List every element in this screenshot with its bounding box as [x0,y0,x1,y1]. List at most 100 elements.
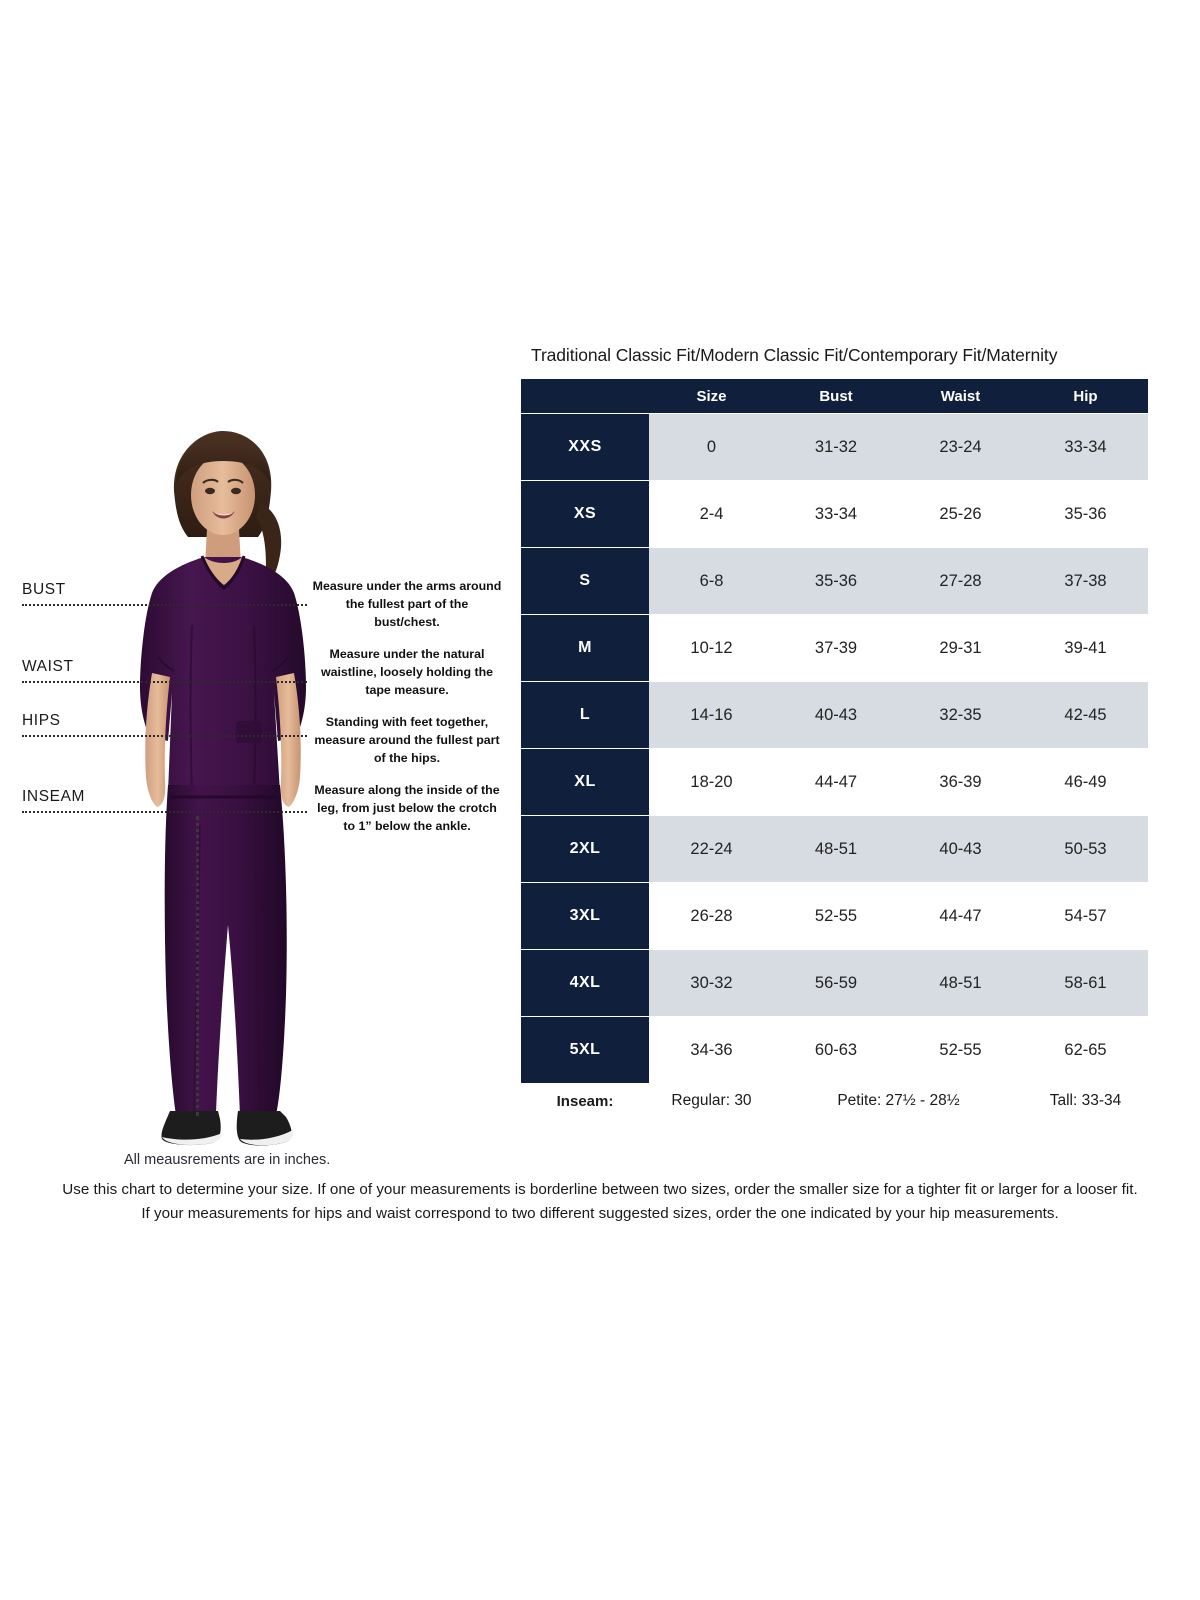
inseam-row: Inseam: Regular: 30 Petite: 27½ - 28½ Ta… [521,1092,1148,1110]
cell-hip: 35-36 [1023,481,1148,547]
cell-waist: 36-39 [898,749,1023,815]
instruction-waist: Measure under the natural waistline, loo… [320,647,494,697]
row-label: S [521,548,649,614]
footer-line-1: Use this chart to determine your size. I… [62,1181,1138,1198]
rule-waist [22,681,307,683]
table-head: Size Bust Waist Hip [521,379,1148,413]
table-row: 4XL 30-32 56-59 48-51 58-61 [521,950,1148,1016]
cell-waist: 29-31 [898,615,1023,681]
inseam-tall: Tall: 33-34 [1049,1092,1122,1109]
cell-hip: 50-53 [1023,816,1148,882]
cell-bust: 37-39 [774,615,898,681]
table-row: L 14-16 40-43 32-35 42-45 [521,682,1148,748]
rule-hips [22,735,307,737]
instruction-bust: Measure under the arms around the fulles… [312,579,502,629]
column-header-hip: Hip [1023,379,1148,413]
cell-waist: 32-35 [898,682,1023,748]
cell-size: 0 [649,414,774,480]
table-row: M 10-12 37-39 29-31 39-41 [521,615,1148,681]
row-label: 3XL [521,883,649,949]
row-label: 5XL [521,1017,649,1083]
label-hips: HIPS [22,712,61,729]
label-waist: WAIST [22,658,74,675]
cell-waist: 52-55 [898,1017,1023,1083]
measurement-units-note: All meausrements are in inches. [124,1152,331,1168]
row-label: 2XL [521,816,649,882]
footer-instructions: Use this chart to determine your size. I… [0,1178,1200,1225]
model-figure [140,431,306,1146]
cell-waist: 25-26 [898,481,1023,547]
cell-size: 10-12 [649,615,774,681]
cell-hip: 39-41 [1023,615,1148,681]
cell-hip: 62-65 [1023,1017,1148,1083]
cell-waist: 48-51 [898,950,1023,1016]
cell-bust: 56-59 [774,950,898,1016]
instruction-inseam: Measure along the inside of the leg, fro… [314,783,500,833]
inseam-petite: Petite: 27½ - 28½ [837,1092,960,1109]
column-header-bust: Bust [774,379,898,413]
cell-size: 2-4 [649,481,774,547]
cell-hip: 46-49 [1023,749,1148,815]
cell-bust: 33-34 [774,481,898,547]
cell-bust: 52-55 [774,883,898,949]
cell-size: 18-20 [649,749,774,815]
cell-size: 30-32 [649,950,774,1016]
cell-bust: 48-51 [774,816,898,882]
table-row: 3XL 26-28 52-55 44-47 54-57 [521,883,1148,949]
label-inseam: INSEAM [22,788,86,805]
size-chart-section: Traditional Classic Fit/Modern Classic F… [521,345,1148,1110]
row-label: XL [521,749,649,815]
model-face [176,439,270,535]
table-row: XXS 0 31-32 23-24 33-34 [521,414,1148,480]
column-header-size: Size [649,379,774,413]
instruction-hips: Standing with feet together, measure aro… [314,715,500,765]
cell-hip: 58-61 [1023,950,1148,1016]
cell-bust: 60-63 [774,1017,898,1083]
cell-size: 26-28 [649,883,774,949]
inseam-label: Inseam: [556,1092,614,1110]
cell-bust: 44-47 [774,749,898,815]
table-row: S 6-8 35-36 27-28 37-38 [521,548,1148,614]
cell-size: 14-16 [649,682,774,748]
column-header-blank [521,379,649,413]
size-table: Size Bust Waist Hip XXS 0 31-32 23-24 33… [521,378,1148,1084]
table-title: Traditional Classic Fit/Modern Classic F… [531,345,1058,365]
row-label: L [521,682,649,748]
cell-hip: 37-38 [1023,548,1148,614]
model-scrub-top [140,555,306,793]
table-row: 5XL 34-36 60-63 52-55 62-65 [521,1017,1148,1083]
cell-waist: 40-43 [898,816,1023,882]
model-neck [205,529,241,565]
cell-hip: 33-34 [1023,414,1148,480]
table-row: 2XL 22-24 48-51 40-43 50-53 [521,816,1148,882]
cell-size: 6-8 [649,548,774,614]
footer-line-2: If your measurements for hips and waist … [141,1204,1059,1222]
row-label: 4XL [521,950,649,1016]
row-label: XS [521,481,649,547]
model-arms [145,673,301,807]
rule-inseam [22,811,307,813]
model-scrub-pants [164,785,287,1115]
table-row: XL 18-20 44-47 36-39 46-49 [521,749,1148,815]
table-header-row: Size Bust Waist Hip [521,379,1148,413]
cell-size: 22-24 [649,816,774,882]
model-shoes [161,1111,294,1146]
cell-bust: 35-36 [774,548,898,614]
table-row: XS 2-4 33-34 25-26 35-36 [521,481,1148,547]
table-body: XXS 0 31-32 23-24 33-34 XS 2-4 33-34 25-… [521,414,1148,1083]
cell-waist: 27-28 [898,548,1023,614]
inseam-regular: Regular: 30 [671,1092,752,1109]
cell-size: 34-36 [649,1017,774,1083]
cell-waist: 44-47 [898,883,1023,949]
rule-inseam-vertical [196,816,199,1116]
column-header-waist: Waist [898,379,1023,413]
cell-waist: 23-24 [898,414,1023,480]
rule-bust [22,604,307,606]
cell-bust: 40-43 [774,682,898,748]
cell-hip: 42-45 [1023,682,1148,748]
cell-hip: 54-57 [1023,883,1148,949]
row-label: XXS [521,414,649,480]
row-label: M [521,615,649,681]
cell-bust: 31-32 [774,414,898,480]
label-bust: BUST [22,581,66,598]
